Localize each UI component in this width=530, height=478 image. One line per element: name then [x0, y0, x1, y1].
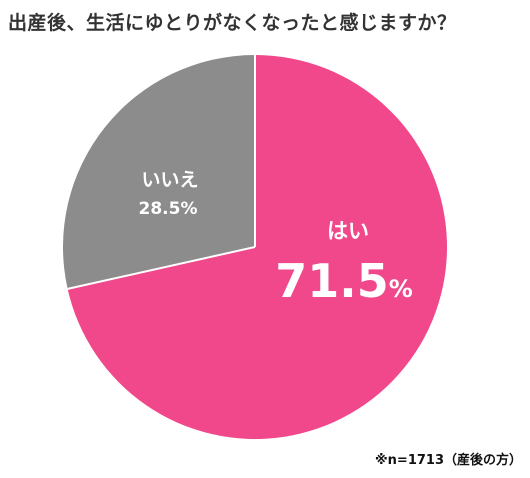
slice-value-no: 28.5%	[139, 199, 198, 219]
pie-slice-yes	[67, 55, 447, 439]
slice-value-yes-number: 71.5	[275, 254, 389, 308]
slice-label-no: いいえ	[141, 169, 198, 191]
sample-size-note: ※n=1713（産後の方）	[375, 453, 522, 468]
slice-separator-mid	[67, 246, 256, 290]
slice-label-yes: はい	[327, 219, 369, 243]
slice-value-yes-unit: %	[389, 275, 413, 303]
pie-slice-no	[62, 55, 255, 289]
chart-title: 出産後、生活にゆとりがなくなったと感じますか？	[8, 12, 457, 34]
slice-value-yes: 71.5%	[275, 254, 413, 308]
